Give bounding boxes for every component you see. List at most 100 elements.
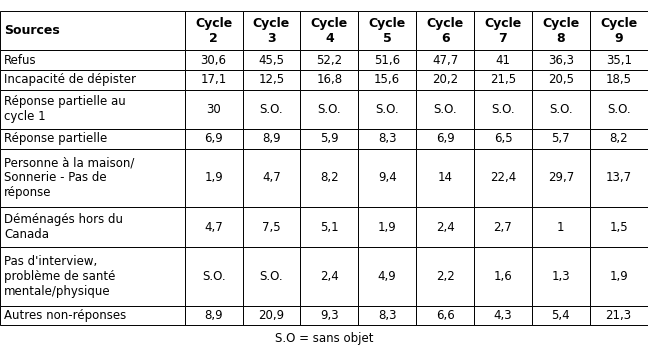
Bar — [185, 129, 242, 149]
Text: 36,3: 36,3 — [548, 54, 574, 67]
Text: 1: 1 — [557, 221, 564, 234]
Bar — [0, 11, 185, 50]
Text: 8,9: 8,9 — [204, 309, 223, 322]
Text: Cycle
5: Cycle 5 — [369, 17, 406, 44]
Text: 6,9: 6,9 — [435, 132, 454, 145]
Bar — [0, 306, 185, 325]
Bar — [242, 90, 301, 129]
Text: 30,6: 30,6 — [201, 54, 227, 67]
Text: Cycle
4: Cycle 4 — [311, 17, 348, 44]
Bar — [474, 90, 532, 129]
Bar — [532, 11, 590, 50]
Text: 12,5: 12,5 — [259, 73, 284, 86]
Text: Réponse partielle: Réponse partielle — [4, 132, 107, 145]
Text: Autres non-réponses: Autres non-réponses — [4, 309, 126, 322]
Bar — [532, 90, 590, 129]
Text: S.O.: S.O. — [375, 103, 399, 116]
Bar — [358, 129, 416, 149]
Text: 8,9: 8,9 — [262, 132, 281, 145]
Bar — [358, 207, 416, 247]
Text: 20,5: 20,5 — [548, 73, 574, 86]
Text: S.O.: S.O. — [607, 103, 631, 116]
Bar — [0, 149, 185, 207]
Bar — [474, 149, 532, 207]
Bar — [590, 90, 647, 129]
Bar — [532, 247, 590, 306]
Text: 6,6: 6,6 — [435, 309, 454, 322]
Bar — [242, 129, 301, 149]
Text: S.O.: S.O. — [202, 270, 226, 283]
Text: 2,4: 2,4 — [435, 221, 454, 234]
Text: 21,5: 21,5 — [490, 73, 516, 86]
Text: S.O = sans objet: S.O = sans objet — [275, 332, 373, 345]
Text: 2,4: 2,4 — [320, 270, 339, 283]
Bar — [301, 11, 358, 50]
Text: Cycle
9: Cycle 9 — [600, 17, 637, 44]
Bar — [0, 247, 185, 306]
Text: 6,9: 6,9 — [204, 132, 223, 145]
Bar — [474, 11, 532, 50]
Bar — [416, 11, 474, 50]
Bar — [532, 50, 590, 70]
Bar — [242, 70, 301, 90]
Bar — [590, 70, 647, 90]
Bar — [242, 11, 301, 50]
Bar — [358, 247, 416, 306]
Bar — [301, 70, 358, 90]
Text: 9,3: 9,3 — [320, 309, 339, 322]
Bar — [301, 90, 358, 129]
Bar — [185, 149, 242, 207]
Bar — [185, 247, 242, 306]
Bar — [185, 306, 242, 325]
Bar — [185, 50, 242, 70]
Text: 51,6: 51,6 — [374, 54, 400, 67]
Bar — [416, 90, 474, 129]
Text: Cycle
8: Cycle 8 — [542, 17, 579, 44]
Text: 13,7: 13,7 — [606, 171, 632, 185]
Text: 6,5: 6,5 — [494, 132, 513, 145]
Text: S.O.: S.O. — [260, 270, 283, 283]
Text: 5,7: 5,7 — [551, 132, 570, 145]
Text: 29,7: 29,7 — [548, 171, 574, 185]
Bar — [532, 207, 590, 247]
Bar — [185, 90, 242, 129]
Text: 16,8: 16,8 — [316, 73, 342, 86]
Text: 15,6: 15,6 — [374, 73, 400, 86]
Bar — [0, 90, 185, 129]
Text: 9,4: 9,4 — [378, 171, 397, 185]
Text: Personne à la maison/
Sonnerie - Pas de
réponse: Personne à la maison/ Sonnerie - Pas de … — [4, 157, 134, 199]
Text: 52,2: 52,2 — [316, 54, 342, 67]
Text: 4,9: 4,9 — [378, 270, 397, 283]
Text: S.O.: S.O. — [434, 103, 457, 116]
Text: 5,1: 5,1 — [320, 221, 339, 234]
Bar — [474, 207, 532, 247]
Bar — [590, 207, 647, 247]
Bar — [590, 149, 647, 207]
Bar — [590, 306, 647, 325]
Text: Cycle
3: Cycle 3 — [253, 17, 290, 44]
Text: Cycle
6: Cycle 6 — [426, 17, 464, 44]
Text: 14: 14 — [437, 171, 452, 185]
Text: 1,5: 1,5 — [609, 221, 628, 234]
Text: 2,2: 2,2 — [435, 270, 454, 283]
Bar — [301, 50, 358, 70]
Bar — [590, 50, 647, 70]
Text: S.O.: S.O. — [318, 103, 341, 116]
Bar — [590, 11, 647, 50]
Bar — [301, 207, 358, 247]
Bar — [0, 207, 185, 247]
Bar — [474, 247, 532, 306]
Text: 1,6: 1,6 — [494, 270, 513, 283]
Text: 4,3: 4,3 — [494, 309, 513, 322]
Text: 17,1: 17,1 — [200, 73, 227, 86]
Bar — [532, 70, 590, 90]
Bar — [301, 129, 358, 149]
Bar — [474, 129, 532, 149]
Text: 20,2: 20,2 — [432, 73, 458, 86]
Text: 21,3: 21,3 — [606, 309, 632, 322]
Bar — [0, 70, 185, 90]
Bar — [532, 306, 590, 325]
Text: 5,4: 5,4 — [551, 309, 570, 322]
Text: Incapacité de dépister: Incapacité de dépister — [4, 73, 136, 86]
Text: 1,9: 1,9 — [204, 171, 223, 185]
